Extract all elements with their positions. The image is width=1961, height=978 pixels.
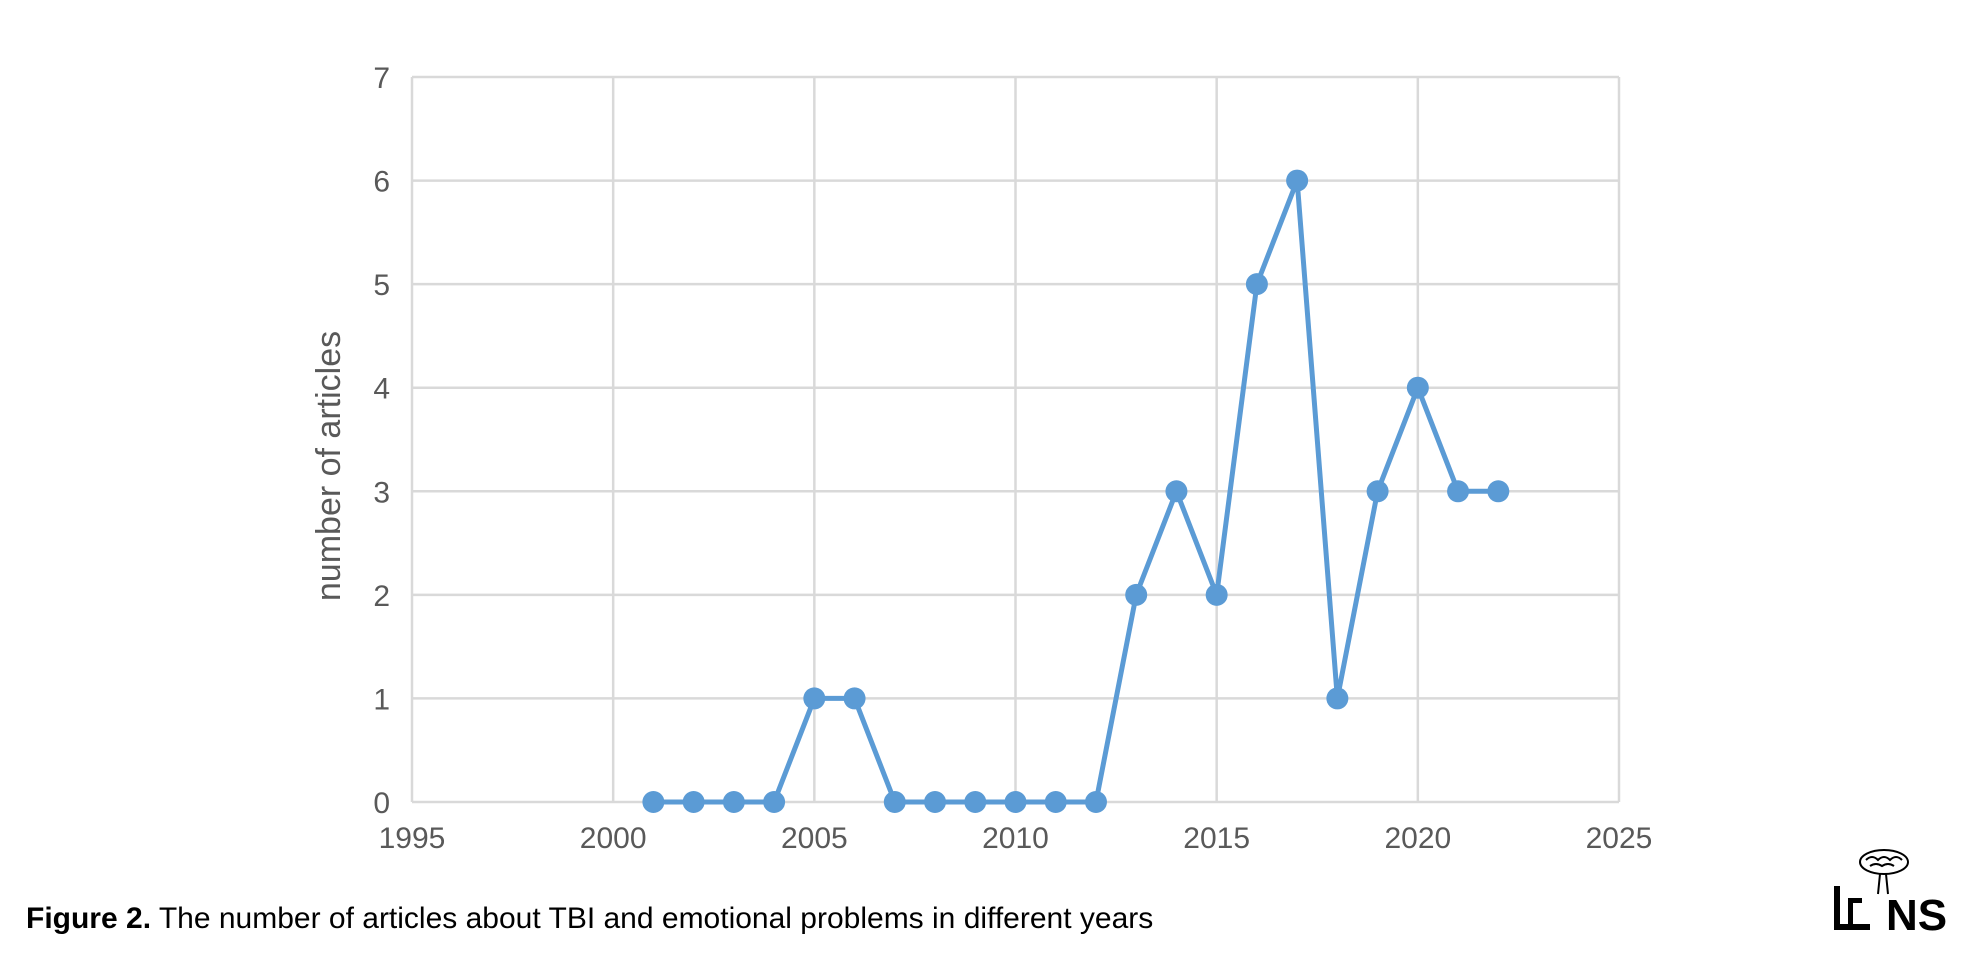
x-tick-label: 2005: [781, 822, 848, 855]
y-axis-label: number of articles: [310, 331, 348, 601]
y-tick-label: 4: [373, 373, 390, 406]
journal-logo: NS: [1834, 849, 1947, 938]
data-point: [964, 791, 987, 813]
data-point: [682, 791, 705, 813]
data-point: [883, 791, 906, 813]
x-tick-label: 1995: [379, 822, 446, 855]
caption-label: Figure 2.: [26, 902, 152, 935]
brain-icon: [1859, 849, 1909, 895]
data-point: [1004, 791, 1027, 813]
data-point: [1084, 791, 1107, 813]
y-tick-label: 6: [373, 166, 390, 199]
data-point: [1487, 480, 1510, 503]
ir-mark-icon: [1834, 886, 1870, 930]
y-tick-label: 1: [373, 683, 390, 716]
data-point: [803, 687, 826, 710]
caption-text: The number of articles about TBI and emo…: [151, 902, 1154, 935]
data-point: [1125, 583, 1148, 606]
data-point: [1366, 480, 1389, 503]
data-point: [722, 791, 745, 813]
data-point: [1286, 169, 1309, 192]
data-point: [843, 687, 866, 710]
x-tick-label: 2020: [1384, 822, 1451, 855]
y-tick-label: 7: [373, 62, 390, 95]
figure-caption: Figure 2. The number of articles about T…: [26, 902, 1153, 936]
data-point: [1245, 273, 1268, 296]
data-point: [1165, 480, 1188, 503]
x-tick-label: 2010: [982, 822, 1049, 855]
y-tick-label: 0: [373, 787, 390, 820]
data-point: [1044, 791, 1067, 813]
data-point: [642, 791, 665, 813]
y-tick-label: 2: [373, 580, 390, 613]
data-point: [763, 791, 786, 813]
series-line: [653, 178, 1499, 805]
y-tick-label: 5: [373, 269, 390, 302]
axis-ticks: 0 1 2 3 4 5 6 7 1995 2000 2005 2010 2015 2020 2025: [373, 62, 1652, 855]
grid: [410, 75, 1621, 804]
x-tick-label: 2000: [580, 822, 647, 855]
x-tick-label: 2015: [1183, 822, 1250, 855]
data-point: [1205, 583, 1228, 606]
series: [642, 169, 1510, 813]
data-point: [924, 791, 947, 813]
data-point: [1406, 376, 1429, 399]
data-point: [1326, 687, 1349, 710]
x-tick-label: 2025: [1586, 822, 1653, 855]
y-tick-label: 3: [373, 476, 390, 509]
data-point: [1447, 480, 1470, 503]
logo-text: NS: [1886, 891, 1947, 938]
